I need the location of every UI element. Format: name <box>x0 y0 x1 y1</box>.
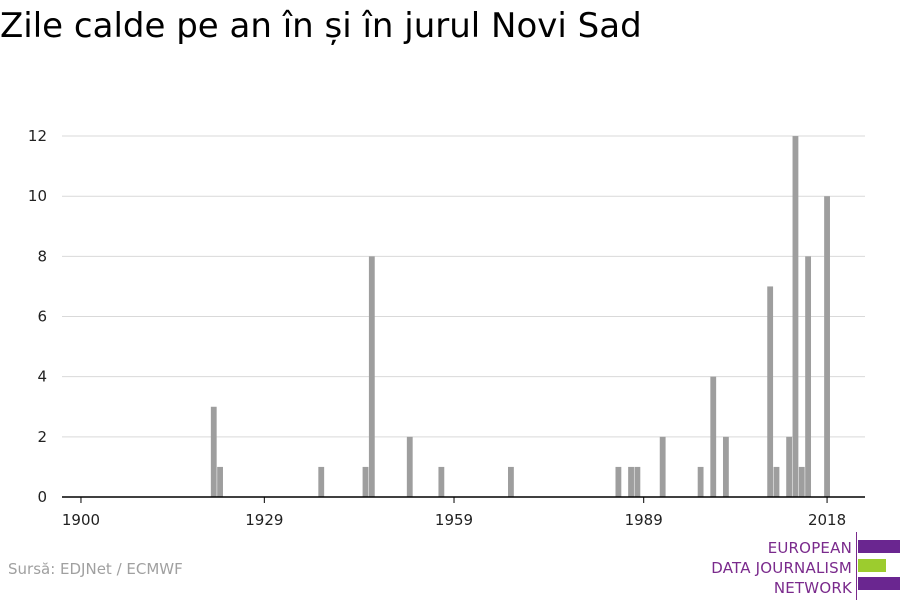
bar-2000 <box>710 376 717 497</box>
y-tick-label: 2 <box>37 428 47 446</box>
chart-title: Zile calde pe an în și în jurul Novi Sad <box>0 6 642 46</box>
bar-1945 <box>362 466 369 497</box>
y-tick-label: 10 <box>28 187 47 205</box>
x-tick-label: 1900 <box>62 511 100 529</box>
bar-1992 <box>659 436 666 497</box>
y-tick-label: 4 <box>37 368 47 386</box>
bar-2018 <box>824 196 830 497</box>
bar-2010 <box>773 466 780 497</box>
bar-2015 <box>805 256 812 497</box>
bar-1968 <box>508 466 514 497</box>
axes: 0 2 4 6 8 10 12 1900 1929 1959 1989 2018 <box>28 127 865 529</box>
logo-line-3: NETWORK <box>773 579 852 597</box>
bar-1938 <box>318 466 325 497</box>
x-tick-label: 1989 <box>625 511 663 529</box>
source-note: Sursă: EDJNet / ECMWF <box>8 560 183 578</box>
bar-2009 <box>767 286 774 497</box>
y-tick-label: 8 <box>37 247 47 265</box>
y-tick-label: 0 <box>37 488 47 506</box>
bar-1998 <box>697 466 704 497</box>
bar-1957 <box>438 466 445 497</box>
bar-1946 <box>368 256 375 497</box>
logo-divider <box>856 532 857 600</box>
x-tick-label: 2018 <box>808 511 846 529</box>
bar-2012 <box>786 436 793 497</box>
logo-line-2: DATA JOURNALISM <box>711 559 852 577</box>
y-tick-label: 12 <box>28 127 47 145</box>
edjnet-logo: EUROPEAN DATA JOURNALISM NETWORK <box>700 528 900 600</box>
bar-1988 <box>634 466 641 497</box>
bar-1952 <box>406 436 413 497</box>
logo-bar-purple-bottom <box>858 577 900 590</box>
logo-bar-green <box>858 559 886 572</box>
bar-1922 <box>217 466 223 497</box>
x-tick-label: 1959 <box>435 511 473 529</box>
bar-1987 <box>628 466 634 497</box>
logo-text: EUROPEAN DATA JOURNALISM NETWORK <box>711 538 852 598</box>
bar-1921 <box>210 406 217 497</box>
bars <box>210 136 830 498</box>
bar-2002 <box>722 436 729 497</box>
bar-2014 <box>798 466 805 497</box>
bar-2013 <box>792 136 799 498</box>
x-tick-label: 1929 <box>245 511 283 529</box>
y-tick-label: 6 <box>37 308 47 326</box>
logo-bar-purple-top <box>858 540 900 553</box>
bar-1985 <box>615 466 622 497</box>
gridlines <box>62 135 865 438</box>
logo-line-1: EUROPEAN <box>767 539 852 557</box>
